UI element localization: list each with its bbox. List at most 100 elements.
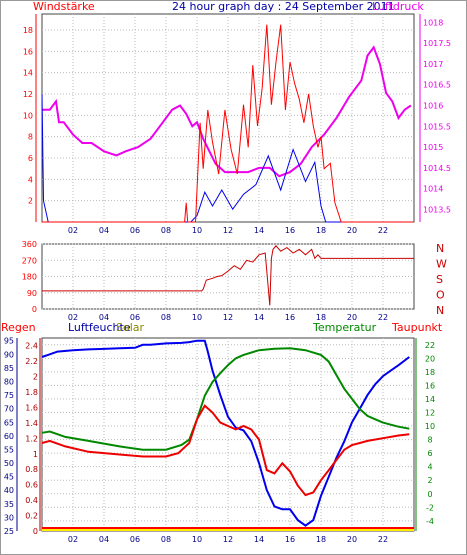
temperature-y-tick-label: 22 xyxy=(425,341,435,350)
wind-pressure-x-tick-label: 22 xyxy=(378,226,388,235)
humidity-y-tick-label: 40 xyxy=(4,486,14,495)
wind-y-tick-label: 14 xyxy=(23,69,33,78)
wind-pressure-x-tick-label: 16 xyxy=(285,226,295,235)
humidity-y-tick-label: 30 xyxy=(4,513,14,522)
wind-direction-x-tick-label: 02 xyxy=(68,313,78,322)
compass-label: N xyxy=(436,242,444,255)
solar-label: Solar xyxy=(116,321,145,334)
wind-direction-x-tick-label: 10 xyxy=(192,313,202,322)
temperature-y-tick-label: 18 xyxy=(425,368,435,377)
wind-direction-series-line xyxy=(42,245,414,306)
wind-mean-series-line xyxy=(41,93,414,223)
climate-x-tick-label: 02 xyxy=(68,535,78,544)
rain-y-tick-label: 0.2 xyxy=(25,512,38,521)
rain-y-tick-label: 0 xyxy=(33,527,38,536)
temperatur-label: Temperatur xyxy=(312,321,377,334)
temperature-y-tick-label: 6 xyxy=(427,449,432,458)
climate-x-tick-label: 18 xyxy=(316,535,326,544)
compass-label: S xyxy=(436,273,443,286)
humidity-y-tick-label: 25 xyxy=(4,527,14,536)
wind-y-tick-label: 8 xyxy=(28,133,33,142)
wind-direction-x-tick-label: 04 xyxy=(99,313,109,322)
direction-y-tick-label: 90 xyxy=(27,289,37,298)
humidity-y-tick-label: 85 xyxy=(4,364,14,373)
wind-y-tick-label: 6 xyxy=(28,154,33,163)
graph-title: 24 hour graph day : 24 September 2011 xyxy=(172,0,395,13)
rain-y-tick-label: 1 xyxy=(33,450,38,459)
wind-direction-x-tick-label: 08 xyxy=(161,313,171,322)
regen-label: Regen xyxy=(1,321,36,334)
wind-pressure-x-tick-label: 10 xyxy=(192,226,202,235)
wind-y-tick-label: 2 xyxy=(28,197,33,206)
wind-y-tick-label: 16 xyxy=(23,47,33,56)
rain-y-tick-label: 1.8 xyxy=(25,388,38,397)
humidity-y-tick-label: 95 xyxy=(4,337,14,346)
rain-y-tick-label: 1.4 xyxy=(25,419,38,428)
rain-y-tick-label: 1.2 xyxy=(25,434,38,443)
temperature-y-tick-label: 0 xyxy=(427,490,432,499)
dewpoint-series-line xyxy=(41,404,410,497)
climate-x-tick-label: 08 xyxy=(161,535,171,544)
rain-y-tick-label: 1.6 xyxy=(25,403,38,412)
climate-x-tick-label: 22 xyxy=(378,535,388,544)
pressure-y-tick-label: 1016.5 xyxy=(423,81,451,90)
pressure-y-tick-label: 1016 xyxy=(423,102,443,111)
compass-label: W xyxy=(436,258,447,271)
wind-pressure-x-tick-label: 04 xyxy=(99,226,109,235)
humidity-y-tick-label: 55 xyxy=(4,445,14,454)
humidity-y-tick-label: 45 xyxy=(4,473,14,482)
climate-x-tick-label: 16 xyxy=(285,535,295,544)
compass-label: O xyxy=(436,289,445,302)
wind-y-tick-label: 18 xyxy=(23,26,33,35)
humidity-y-tick-label: 35 xyxy=(4,500,14,509)
temperature-y-tick-label: 14 xyxy=(425,395,435,404)
direction-y-tick-label: 270 xyxy=(22,256,37,265)
direction-y-tick-label: 360 xyxy=(22,240,37,249)
pressure-axis-title: Luftdruck xyxy=(372,0,424,13)
wind-pressure-x-tick-label: 14 xyxy=(254,226,264,235)
rain-y-tick-label: 2.2 xyxy=(25,357,38,366)
wind-y-tick-label: 4 xyxy=(28,175,33,184)
humidity-y-tick-label: 65 xyxy=(4,418,14,427)
wind-axis-title: Windstärke xyxy=(33,0,95,13)
temperature-series-line xyxy=(41,347,410,451)
wind-y-tick-label: 10 xyxy=(23,111,33,120)
rain-y-tick-label: 2 xyxy=(33,373,38,382)
temperature-y-tick-label: 8 xyxy=(427,436,432,445)
pressure-y-tick-label: 1018 xyxy=(423,18,443,27)
wind-pressure-chart-plot-area xyxy=(41,13,415,223)
temperature-y-tick-label: 20 xyxy=(425,354,435,363)
temperature-y-tick-label: 2 xyxy=(427,476,432,485)
pressure-y-tick-label: 1014.5 xyxy=(423,164,451,173)
rain-y-tick-label: 0.6 xyxy=(25,481,38,490)
temperature-y-tick-label: 16 xyxy=(425,381,435,390)
luftfeuchte-label: Luftfeuchte xyxy=(68,321,131,334)
climate-x-tick-label: 12 xyxy=(223,535,233,544)
humidity-y-tick-label: 50 xyxy=(4,459,14,468)
humidity-y-tick-label: 70 xyxy=(4,405,14,414)
pressure-y-tick-label: 1015.5 xyxy=(423,122,451,131)
wind-gust-series-line xyxy=(42,24,414,223)
temperature-y-tick-label: 12 xyxy=(425,408,435,417)
taupunkt-label: Taupunkt xyxy=(391,321,443,334)
direction-y-tick-label: 0 xyxy=(32,305,37,314)
wind-pressure-x-tick-label: 18 xyxy=(316,226,326,235)
wind-direction-x-tick-label: 18 xyxy=(316,313,326,322)
climate-x-tick-label: 14 xyxy=(254,535,264,544)
wind-pressure-x-tick-label: 08 xyxy=(161,226,171,235)
humidity-y-tick-label: 80 xyxy=(4,377,14,386)
temperature-y-tick-label: 4 xyxy=(427,463,432,472)
temperature-y-tick-label: 10 xyxy=(425,422,435,431)
pressure-series-line xyxy=(42,45,412,178)
pressure-y-tick-label: 1013.5 xyxy=(423,206,451,215)
wind-direction-x-tick-label: 06 xyxy=(130,313,140,322)
pressure-y-tick-label: 1015 xyxy=(423,143,443,152)
wind-pressure-x-tick-label: 02 xyxy=(68,226,78,235)
wind-y-tick-label: 12 xyxy=(23,90,33,99)
wind-pressure-x-tick-label: 20 xyxy=(347,226,357,235)
pressure-y-tick-label: 1014 xyxy=(423,185,443,194)
direction-y-tick-label: 180 xyxy=(22,273,37,282)
climate-x-tick-label: 04 xyxy=(99,535,109,544)
